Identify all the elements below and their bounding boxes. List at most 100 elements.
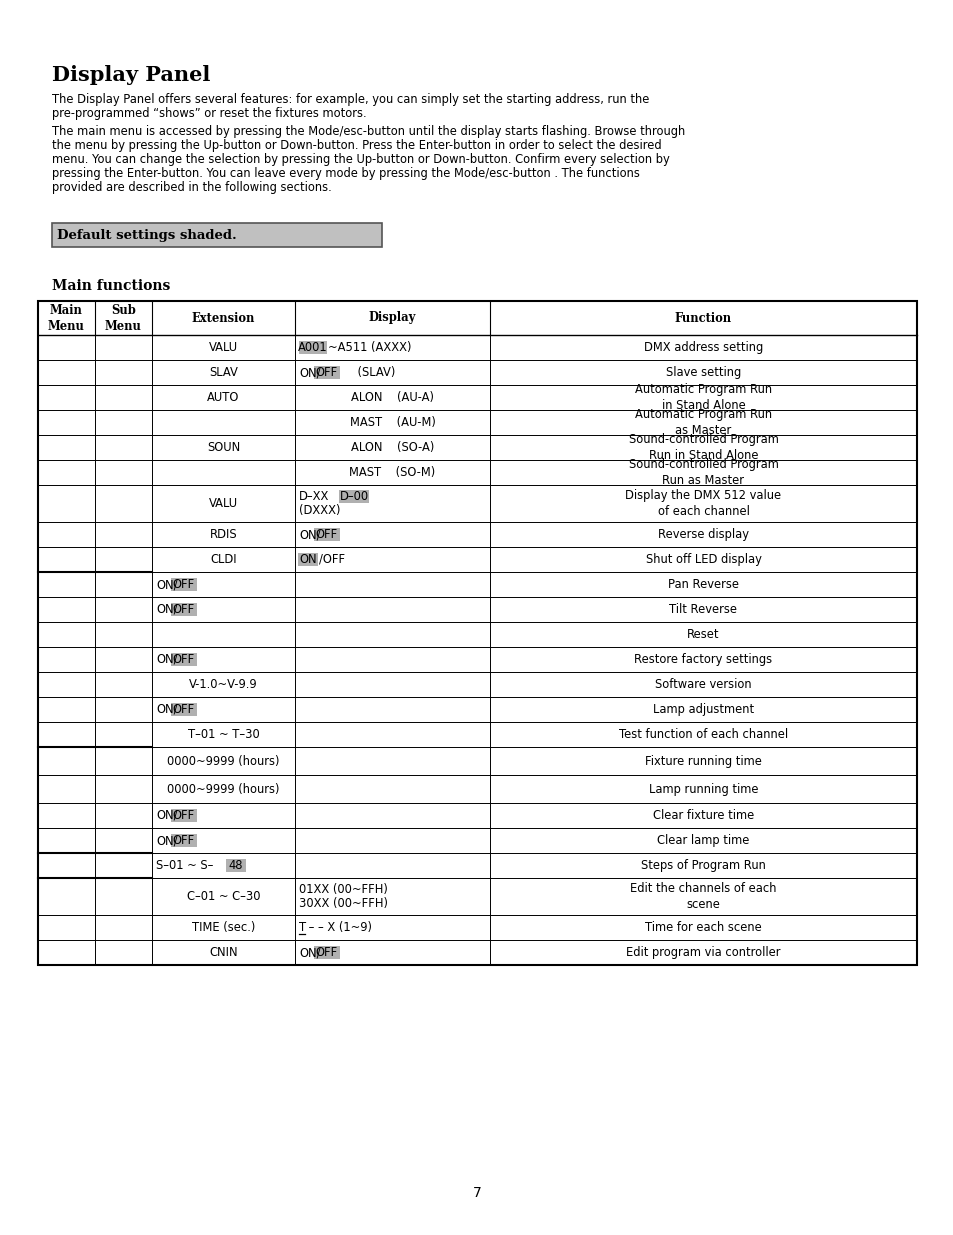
Text: Lamp running time: Lamp running time bbox=[648, 783, 758, 795]
Text: (DXXX): (DXXX) bbox=[298, 504, 340, 516]
Text: S–01 ~ S–: S–01 ~ S– bbox=[156, 860, 213, 872]
Bar bbox=[171, 653, 196, 666]
Text: ON/: ON/ bbox=[156, 834, 177, 847]
Text: Tilt Reverse: Tilt Reverse bbox=[669, 603, 737, 616]
Bar bbox=[314, 366, 339, 379]
Text: Display Panel: Display Panel bbox=[52, 65, 211, 85]
Text: – – X (1~9): – – X (1~9) bbox=[305, 921, 372, 934]
Text: SLAV: SLAV bbox=[209, 366, 237, 379]
Text: A001: A001 bbox=[298, 341, 328, 354]
Text: Sound-controlled Program
Run in Stand Alone: Sound-controlled Program Run in Stand Al… bbox=[628, 433, 778, 462]
Text: OFF: OFF bbox=[315, 366, 337, 379]
Text: ALON    (AU-A): ALON (AU-A) bbox=[351, 391, 434, 404]
Text: Reverse display: Reverse display bbox=[658, 529, 748, 541]
Bar bbox=[171, 703, 196, 716]
Text: DMX address setting: DMX address setting bbox=[643, 341, 762, 354]
Text: (SLAV): (SLAV) bbox=[343, 366, 395, 379]
Text: ON/: ON/ bbox=[156, 809, 177, 823]
Text: Automatic Program Run
as Master: Automatic Program Run as Master bbox=[635, 408, 771, 437]
Text: Time for each scene: Time for each scene bbox=[644, 921, 761, 934]
Bar bbox=[171, 809, 196, 823]
Text: CLDI: CLDI bbox=[210, 553, 236, 566]
Text: ON/: ON/ bbox=[156, 578, 177, 592]
Text: VALU: VALU bbox=[209, 341, 238, 354]
Text: Lamp adjustment: Lamp adjustment bbox=[652, 703, 753, 716]
Text: ~A511 (AXXX): ~A511 (AXXX) bbox=[328, 341, 411, 354]
Text: pressing the Enter-button. You can leave every mode by pressing the Mode/esc-but: pressing the Enter-button. You can leave… bbox=[52, 167, 639, 180]
Text: 0000~9999 (hours): 0000~9999 (hours) bbox=[167, 783, 279, 795]
Text: ON/: ON/ bbox=[156, 703, 177, 716]
Text: OFF: OFF bbox=[172, 809, 195, 823]
Text: OFF: OFF bbox=[172, 578, 195, 592]
Text: Function: Function bbox=[674, 311, 731, 325]
Bar bbox=[171, 834, 196, 847]
Text: ON: ON bbox=[299, 553, 316, 566]
Text: ON/: ON/ bbox=[298, 366, 320, 379]
Bar bbox=[314, 946, 339, 960]
Text: AUTO: AUTO bbox=[207, 391, 239, 404]
Text: 48: 48 bbox=[229, 860, 243, 872]
Text: OFF: OFF bbox=[172, 653, 195, 666]
Text: Sound-controlled Program
Run as Master: Sound-controlled Program Run as Master bbox=[628, 458, 778, 487]
Text: C–01 ~ C–30: C–01 ~ C–30 bbox=[187, 890, 260, 903]
Text: 30XX (00~FFH): 30XX (00~FFH) bbox=[298, 897, 388, 910]
Text: Main
Menu: Main Menu bbox=[48, 304, 85, 332]
Text: CNIN: CNIN bbox=[209, 946, 237, 960]
Text: menu. You can change the selection by pressing the Up-button or Down-button. Con: menu. You can change the selection by pr… bbox=[52, 153, 669, 165]
Bar bbox=[38, 301, 916, 965]
Text: Sub
Menu: Sub Menu bbox=[105, 304, 142, 332]
Text: OFF: OFF bbox=[315, 529, 337, 541]
Bar bbox=[38, 301, 916, 965]
Text: Display: Display bbox=[369, 311, 416, 325]
Text: OFF: OFF bbox=[172, 834, 195, 847]
Text: MAST    (AU-M): MAST (AU-M) bbox=[349, 416, 435, 429]
Text: ON/: ON/ bbox=[298, 529, 320, 541]
Text: OFF: OFF bbox=[172, 703, 195, 716]
Text: Steps of Program Run: Steps of Program Run bbox=[640, 860, 765, 872]
Text: Edit program via controller: Edit program via controller bbox=[625, 946, 780, 960]
Text: Restore factory settings: Restore factory settings bbox=[634, 653, 772, 666]
Text: V-1.0~V-9.9: V-1.0~V-9.9 bbox=[189, 678, 257, 692]
Text: T–01 ~ T–30: T–01 ~ T–30 bbox=[188, 727, 259, 741]
Text: MAST    (SO-M): MAST (SO-M) bbox=[349, 466, 436, 479]
Text: VALU: VALU bbox=[209, 496, 238, 510]
Bar bbox=[52, 224, 381, 247]
Text: ALON    (SO-A): ALON (SO-A) bbox=[351, 441, 434, 454]
Text: ON/: ON/ bbox=[156, 603, 177, 616]
Text: RDIS: RDIS bbox=[210, 529, 237, 541]
Text: ON/: ON/ bbox=[298, 946, 320, 960]
Bar bbox=[171, 603, 196, 616]
Text: Default settings shaded.: Default settings shaded. bbox=[57, 228, 236, 242]
Text: 7: 7 bbox=[472, 1186, 481, 1200]
Text: Shut off LED display: Shut off LED display bbox=[645, 553, 760, 566]
Text: D–XX: D–XX bbox=[298, 490, 329, 504]
Text: Extension: Extension bbox=[192, 311, 254, 325]
Text: Test function of each channel: Test function of each channel bbox=[618, 727, 787, 741]
Text: OFF: OFF bbox=[172, 603, 195, 616]
Text: the menu by pressing the Up-button or Down-button. Press the Enter-button in ord: the menu by pressing the Up-button or Do… bbox=[52, 140, 661, 152]
Text: Pan Reverse: Pan Reverse bbox=[667, 578, 739, 592]
Text: Main functions: Main functions bbox=[52, 279, 171, 293]
Bar bbox=[338, 490, 369, 504]
Bar bbox=[297, 553, 317, 566]
Text: The main menu is accessed by pressing the Mode/esc-button until the display star: The main menu is accessed by pressing th… bbox=[52, 125, 684, 138]
Bar bbox=[298, 341, 327, 354]
Text: Fixture running time: Fixture running time bbox=[644, 755, 761, 767]
Text: Display the DMX 512 value
of each channel: Display the DMX 512 value of each channe… bbox=[625, 489, 781, 517]
Text: Reset: Reset bbox=[686, 629, 719, 641]
Text: provided are described in the following sections.: provided are described in the following … bbox=[52, 182, 332, 194]
Text: Clear fixture time: Clear fixture time bbox=[652, 809, 753, 823]
Text: /OFF: /OFF bbox=[318, 553, 345, 566]
Text: ON/: ON/ bbox=[156, 653, 177, 666]
Text: 0000~9999 (hours): 0000~9999 (hours) bbox=[167, 755, 279, 767]
Bar bbox=[226, 860, 246, 872]
Text: Slave setting: Slave setting bbox=[665, 366, 740, 379]
Text: 01XX (00~FFH): 01XX (00~FFH) bbox=[298, 883, 388, 897]
Bar bbox=[171, 578, 196, 592]
Text: The Display Panel offers several features: for example, you can simply set the s: The Display Panel offers several feature… bbox=[52, 93, 649, 106]
Text: Edit the channels of each
scene: Edit the channels of each scene bbox=[630, 882, 776, 911]
Text: T: T bbox=[298, 921, 306, 934]
Text: SOUN: SOUN bbox=[207, 441, 240, 454]
Text: TIME (sec.): TIME (sec.) bbox=[192, 921, 254, 934]
Text: Software version: Software version bbox=[655, 678, 751, 692]
